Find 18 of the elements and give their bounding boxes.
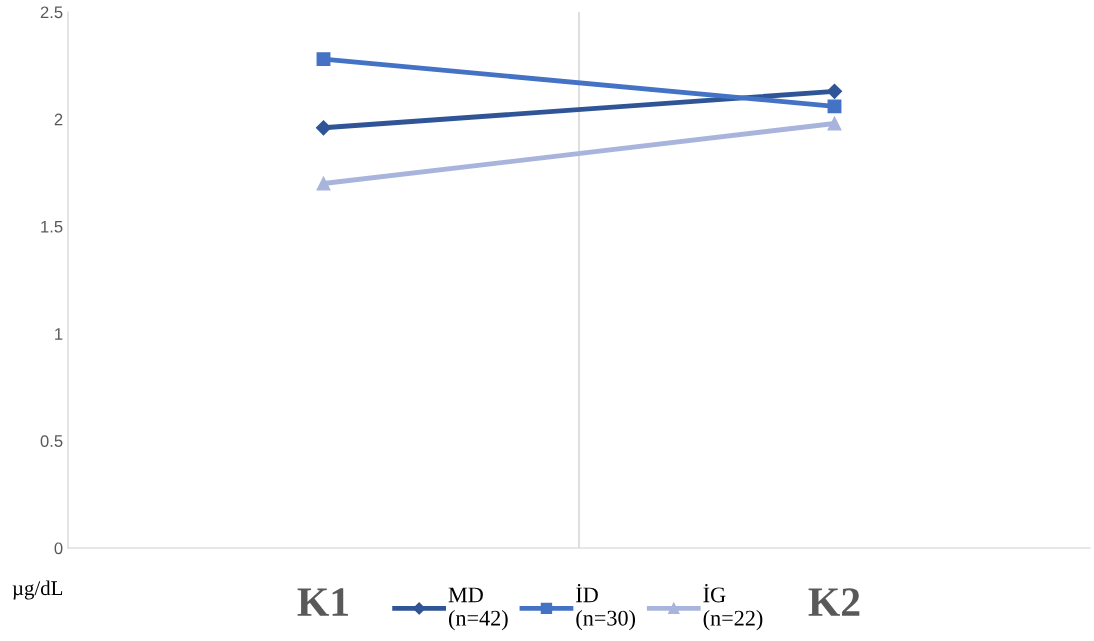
legend-label: MD (n=42) [448,587,508,631]
y-tick-label: 1 [55,328,63,340]
y-tick-label: 0 [54,542,63,555]
y-tick-label: 1.5 [41,220,63,233]
point [316,176,331,191]
legend-label: İD (n=30) [576,583,636,631]
point [316,52,331,67]
y-axis-title: µg/dL [12,580,63,600]
x-tick-label: K1 [297,588,348,616]
y-tick-label: 2.5 [40,6,63,19]
legend-label: İG (n=22) [703,583,763,631]
y-tick-label: 2 [54,113,63,126]
point [315,120,332,136]
x-tick-label: K2 [808,588,860,616]
y-tick-label: 0.5 [40,435,63,447]
point [826,83,843,99]
point [827,99,842,114]
point [827,116,842,131]
